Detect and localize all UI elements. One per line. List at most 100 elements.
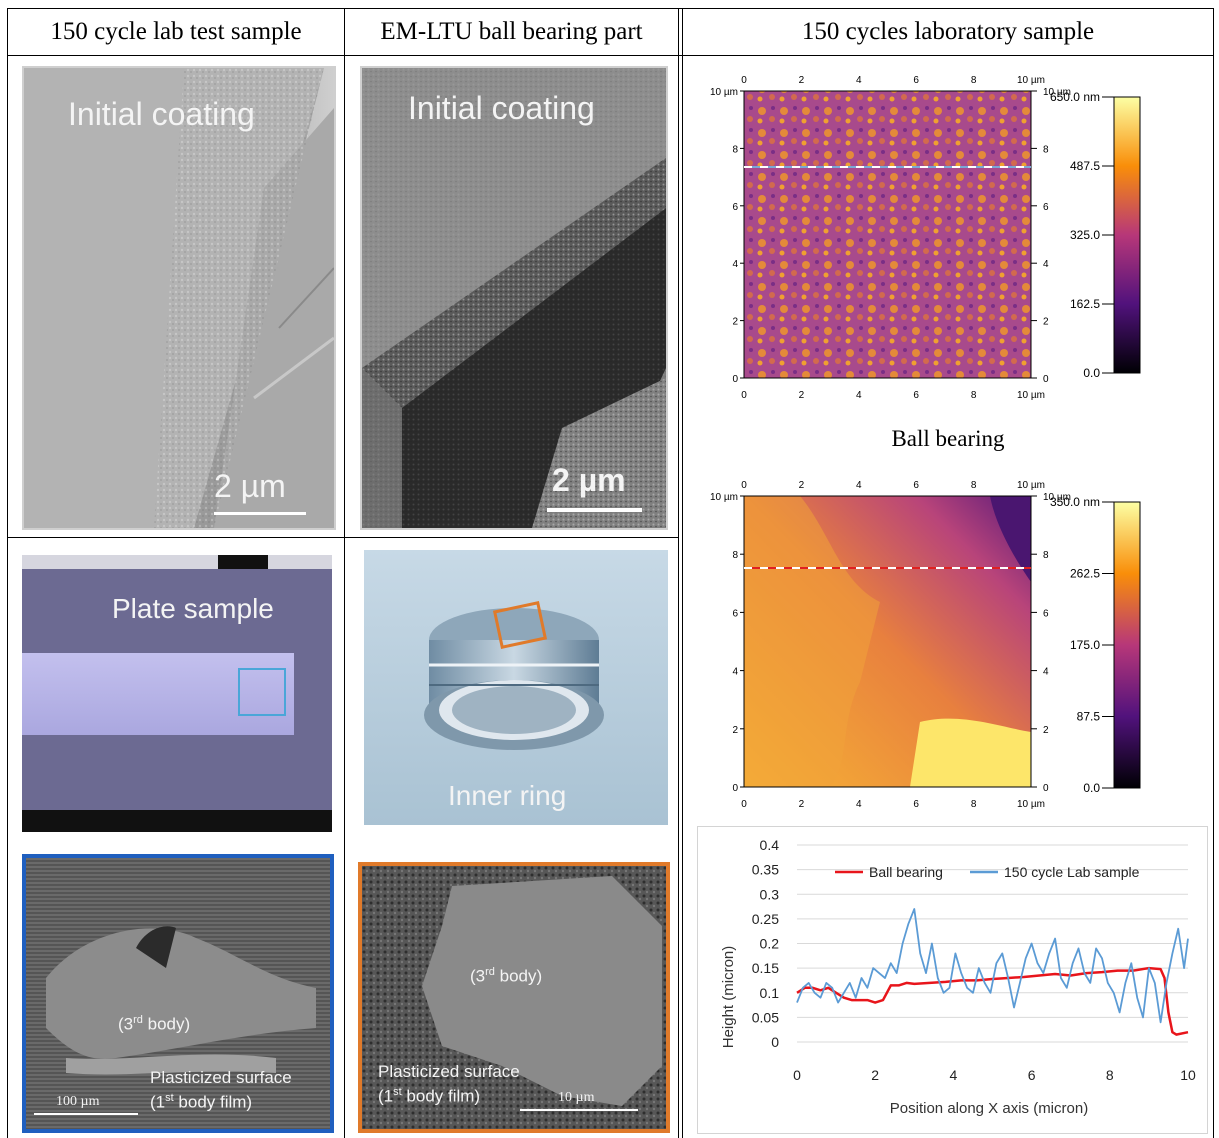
plate-sample-box bbox=[238, 668, 286, 716]
sem-ball-label: Initial coating bbox=[408, 90, 595, 126]
afm-top-tick-label: 0 bbox=[741, 75, 747, 86]
sem-ball-scale-label: 2 µm bbox=[552, 462, 626, 498]
afm-bottom-tick-label: 4 bbox=[856, 390, 862, 401]
chart-x-tick-label: 0 bbox=[793, 1067, 801, 1083]
afm-right-tick-label: 0 bbox=[1043, 374, 1049, 385]
colorbar-tick-label: 0.0 bbox=[1083, 366, 1100, 380]
third-body-suffix: body) bbox=[494, 966, 543, 986]
afm-top-tick-label: 6 bbox=[913, 75, 919, 86]
afm-ball-colorbar bbox=[1113, 501, 1141, 789]
first-body-sup: st bbox=[393, 1086, 402, 1098]
sem-lab-wear-surface-1: Plasticized surface bbox=[150, 1068, 292, 1087]
third-body-prefix: (3 bbox=[118, 1014, 134, 1034]
col-divider-1 bbox=[344, 8, 345, 1138]
third-body-suffix: body) bbox=[142, 1014, 191, 1034]
chart-x-axis-label: Position along X axis (micron) bbox=[890, 1100, 1088, 1117]
sem-lab-scale-bar bbox=[214, 512, 306, 515]
afm-right-tick-label: 8 bbox=[1043, 550, 1049, 561]
sem-lab-wear-graphic bbox=[26, 858, 330, 1129]
afm-top-tick-label: 6 bbox=[913, 480, 919, 491]
afm-lab-colorbar bbox=[1113, 96, 1141, 374]
afm-top-tick-label: 8 bbox=[971, 75, 977, 86]
afm-lab-panel: 0 0 2 2 4 4 6 6 8 8 10 µm 10 µm 0 2 4 6 8 10 µm 0 2 4 6 8 10 µm… bbox=[690, 60, 1210, 420]
colorbar-tick-label: 0.0 bbox=[1083, 781, 1100, 795]
afm-bottom-tick-label: 8 bbox=[971, 390, 977, 401]
afm-top-tick-label: 2 bbox=[799, 75, 805, 86]
afm-bottom-tick-label: 6 bbox=[913, 390, 919, 401]
sem-lab-scale-label: 2 µm bbox=[214, 468, 286, 504]
afm-top-tick-label: 10 µm bbox=[1017, 75, 1045, 86]
afm-left-tick-label: 6 bbox=[732, 608, 738, 619]
afm-left-tick-label: 0 bbox=[732, 374, 738, 385]
sem-ball-wear-scale-bar bbox=[520, 1109, 638, 1111]
chart-x-tick-label: 2 bbox=[871, 1067, 879, 1083]
colorbar-tick-label: 650.0 nm bbox=[1050, 90, 1100, 104]
afm-top-tick-label: 10 µm bbox=[1017, 480, 1045, 491]
afm-lab-map bbox=[744, 91, 1031, 378]
colorbar-tick-label: 325.0 bbox=[1070, 228, 1100, 242]
sem-ball-wear-third-body: (3rd body) bbox=[470, 966, 542, 987]
chart-x-tick-label: 4 bbox=[950, 1067, 958, 1083]
afm-left-tick-label: 10 µm bbox=[710, 87, 738, 98]
legend-entry: Ball bearing bbox=[869, 864, 943, 880]
chart-y-axis-label: Height (micron) bbox=[720, 946, 737, 1049]
sem-lab-wear-scale-label: 100 µm bbox=[56, 1094, 100, 1109]
afm-left-tick-label: 2 bbox=[732, 317, 738, 328]
colorbar-tick-label: 175.0 bbox=[1070, 638, 1100, 652]
sem-ball-image: Initial coating 2 µm bbox=[360, 66, 668, 530]
chart-y-tick-label: 0.1 bbox=[760, 985, 780, 1001]
col-divider-2b bbox=[682, 8, 683, 1138]
chart-x-tick-label: 10 bbox=[1180, 1067, 1196, 1083]
afm-ball-title: Ball bearing bbox=[891, 426, 1005, 451]
colorbar-tick-label: 87.5 bbox=[1077, 710, 1101, 724]
sem-ball-graphic bbox=[362, 68, 666, 528]
afm-bottom-tick-label: 10 µm bbox=[1017, 799, 1045, 810]
afm-right-tick-label: 2 bbox=[1043, 725, 1049, 736]
afm-left-tick-label: 4 bbox=[732, 667, 738, 678]
sem-lab-graphic bbox=[24, 68, 334, 528]
chart-y-tick-label: 0.15 bbox=[752, 960, 779, 976]
afm-bottom-tick-label: 0 bbox=[741, 799, 747, 810]
sem-lab-wear-surface-2: (1st body film) bbox=[150, 1092, 252, 1113]
first-body-prefix: (1 bbox=[378, 1086, 394, 1106]
chart-y-tick-label: 0.25 bbox=[752, 911, 779, 927]
chart-x-tick-label: 6 bbox=[1028, 1067, 1036, 1083]
legend-entry: 150 cycle Lab sample bbox=[1004, 864, 1140, 880]
sem-ball-wear-image: (3rd body) Plasticized surface (1st body… bbox=[358, 862, 670, 1133]
afm-top-tick-label: 4 bbox=[856, 480, 862, 491]
header-col1: 150 cycle lab test sample bbox=[50, 18, 302, 45]
afm-right-tick-label: 2 bbox=[1043, 317, 1049, 328]
chart-x-tick-label: 8 bbox=[1106, 1067, 1114, 1083]
col-divider-2 bbox=[678, 8, 679, 1138]
afm-right-tick-label: 10 µm bbox=[1043, 492, 1071, 503]
sem-ball-wear-graphic bbox=[362, 866, 666, 1129]
header-col2: EM-LTU ball bearing part bbox=[380, 18, 643, 45]
afm-right-tick-label: 6 bbox=[1043, 608, 1049, 619]
afm-right-tick-label: 0 bbox=[1043, 783, 1049, 794]
afm-right-tick-label: 4 bbox=[1043, 667, 1049, 678]
colorbar-tick-label: 262.5 bbox=[1070, 567, 1100, 581]
chart-series-line bbox=[796, 908, 1189, 1024]
sem-lab-wear-image: (3rd body) Plasticized surface (1st body… bbox=[22, 854, 334, 1133]
afm-right-tick-label: 6 bbox=[1043, 202, 1049, 213]
first-body-suffix: body film) bbox=[173, 1092, 253, 1112]
afm-top-tick-label: 4 bbox=[856, 75, 862, 86]
afm-left-tick-label: 0 bbox=[732, 783, 738, 794]
afm-right-tick-label: 8 bbox=[1043, 144, 1049, 155]
chart-y-tick-label: 0.2 bbox=[760, 936, 780, 952]
row-divider bbox=[7, 537, 679, 538]
afm-left-tick-label: 6 bbox=[732, 202, 738, 213]
first-body-prefix: (1 bbox=[150, 1092, 166, 1112]
sem-lab-wear-third-body: (3rd body) bbox=[118, 1014, 190, 1035]
chart-y-tick-label: 0.3 bbox=[760, 886, 780, 902]
afm-bottom-tick-label: 6 bbox=[913, 799, 919, 810]
first-body-suffix: body film) bbox=[401, 1086, 481, 1106]
inner-ring-photo: Inner ring bbox=[364, 550, 668, 825]
afm-ball-panel: 0 0 2 2 4 4 6 6 8 8 10 µm 10 µm 0 2 4 6 8 10 µm 0 2 4 6 8 10 µm… bbox=[690, 462, 1210, 824]
chart-y-tick-label: 0.4 bbox=[760, 837, 780, 853]
colorbar-tick-label: 162.5 bbox=[1070, 297, 1100, 311]
plate-sample-photo: Plate sample bbox=[22, 555, 332, 832]
afm-top-tick-label: 8 bbox=[971, 480, 977, 491]
